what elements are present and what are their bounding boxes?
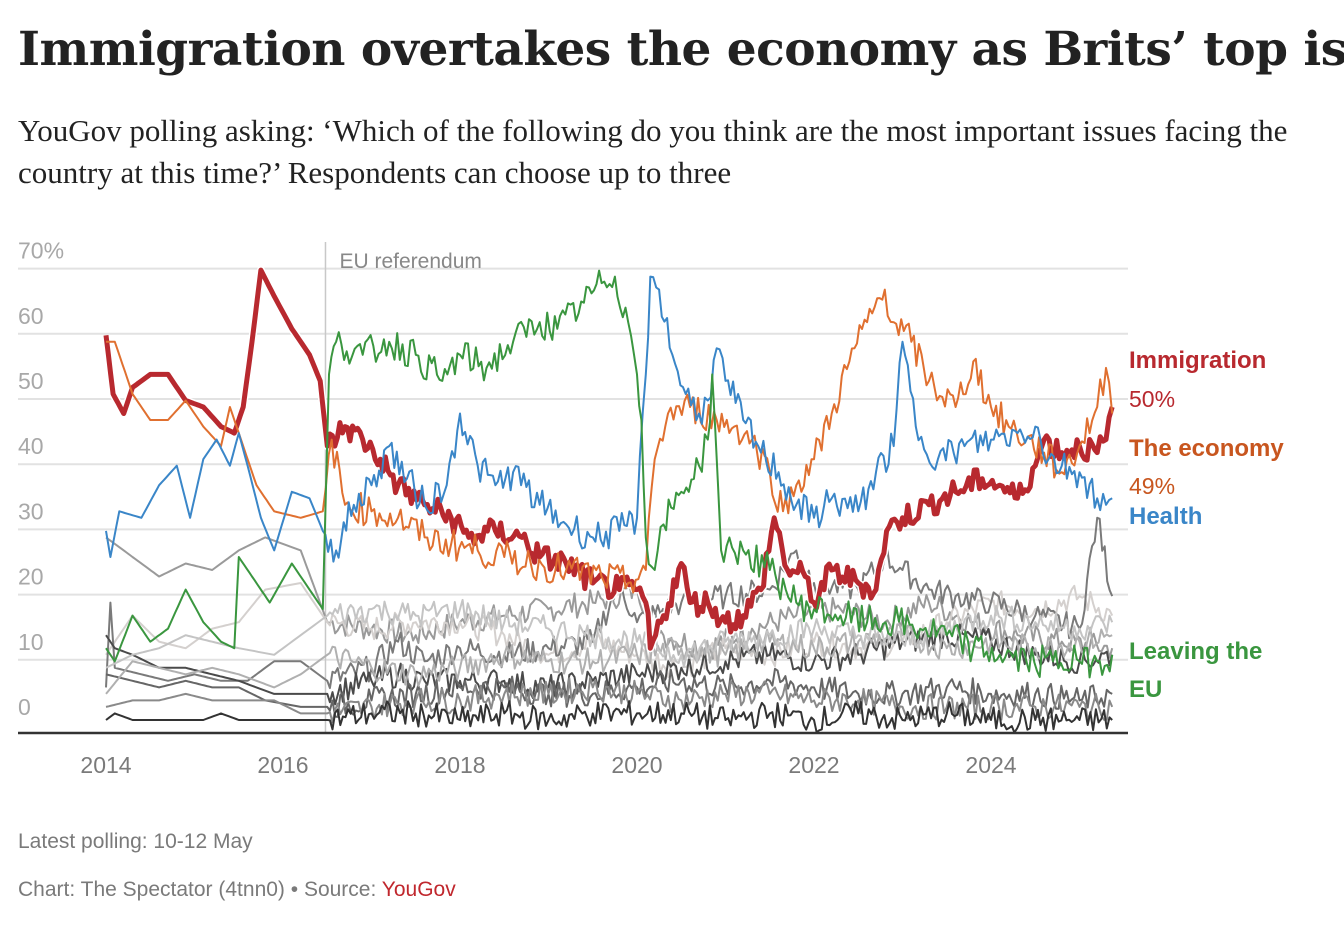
- y-axis: 0 10 20 30 40 50 60 70%: [18, 238, 64, 720]
- y-tick-label: 70%: [18, 238, 64, 264]
- chart-credit: Chart: The Spectator (4tnn0) • Source: Y…: [18, 878, 456, 902]
- label-leaving-the-eu: EU: [1129, 676, 1162, 703]
- series-line-health: [105, 275, 1113, 563]
- latest-polling-note: Latest polling: 10-12 May: [18, 830, 253, 853]
- label-immigration: Immigration: [1129, 347, 1266, 374]
- series-line-other-issue-g: [105, 676, 1114, 724]
- x-tick-label: 2020: [611, 752, 662, 778]
- label-the-economy: The economy: [1129, 435, 1284, 462]
- series-labels: Immigration 50% The economy 49% Health Leavin…: [1129, 347, 1284, 703]
- annotation-label: EU referendum: [339, 250, 481, 273]
- series-line-other-issue-i: [105, 598, 1114, 669]
- y-tick-label: 0: [18, 694, 31, 720]
- x-tick-label: 2018: [434, 752, 485, 778]
- value-immigration: 50%: [1129, 386, 1175, 412]
- series-line-leaving-the-eu: [105, 269, 1114, 679]
- x-tick-label: 2014: [80, 752, 131, 778]
- x-tick-label: 2022: [788, 752, 839, 778]
- series-line-immigration: [103, 267, 1115, 651]
- label-leaving-the-eu: Leaving the: [1129, 638, 1262, 665]
- x-axis: 2014 2016 2018 2020 2022 2024: [18, 731, 1128, 778]
- y-tick-label: 10: [18, 629, 44, 655]
- y-tick-label: 50: [18, 368, 44, 394]
- y-tick-label: 30: [18, 498, 44, 524]
- background-series: [105, 516, 1114, 734]
- y-tick-label: 40: [18, 433, 44, 459]
- y-tick-label: 60: [18, 303, 44, 329]
- label-health: Health: [1129, 503, 1202, 530]
- series-line-other-issue-h: [105, 700, 1113, 734]
- credit-text: Chart: The Spectator (4tnn0) • Source:: [18, 878, 382, 901]
- series-line-the-economy: [106, 288, 1114, 594]
- highlighted-series: [102, 266, 1117, 679]
- source-link[interactable]: YouGov: [381, 878, 456, 901]
- x-tick-label: 2024: [965, 752, 1016, 778]
- value-the-economy: 49%: [1129, 473, 1175, 499]
- x-tick-label: 2016: [257, 752, 308, 778]
- y-tick-label: 20: [18, 564, 44, 590]
- series-line-other-issue-f: [105, 623, 1113, 695]
- chart-subtitle: YouGov polling asking: ‘Which of the fol…: [18, 113, 1288, 190]
- chart-title: Immigration overtakes the economy as Bri…: [18, 22, 1344, 77]
